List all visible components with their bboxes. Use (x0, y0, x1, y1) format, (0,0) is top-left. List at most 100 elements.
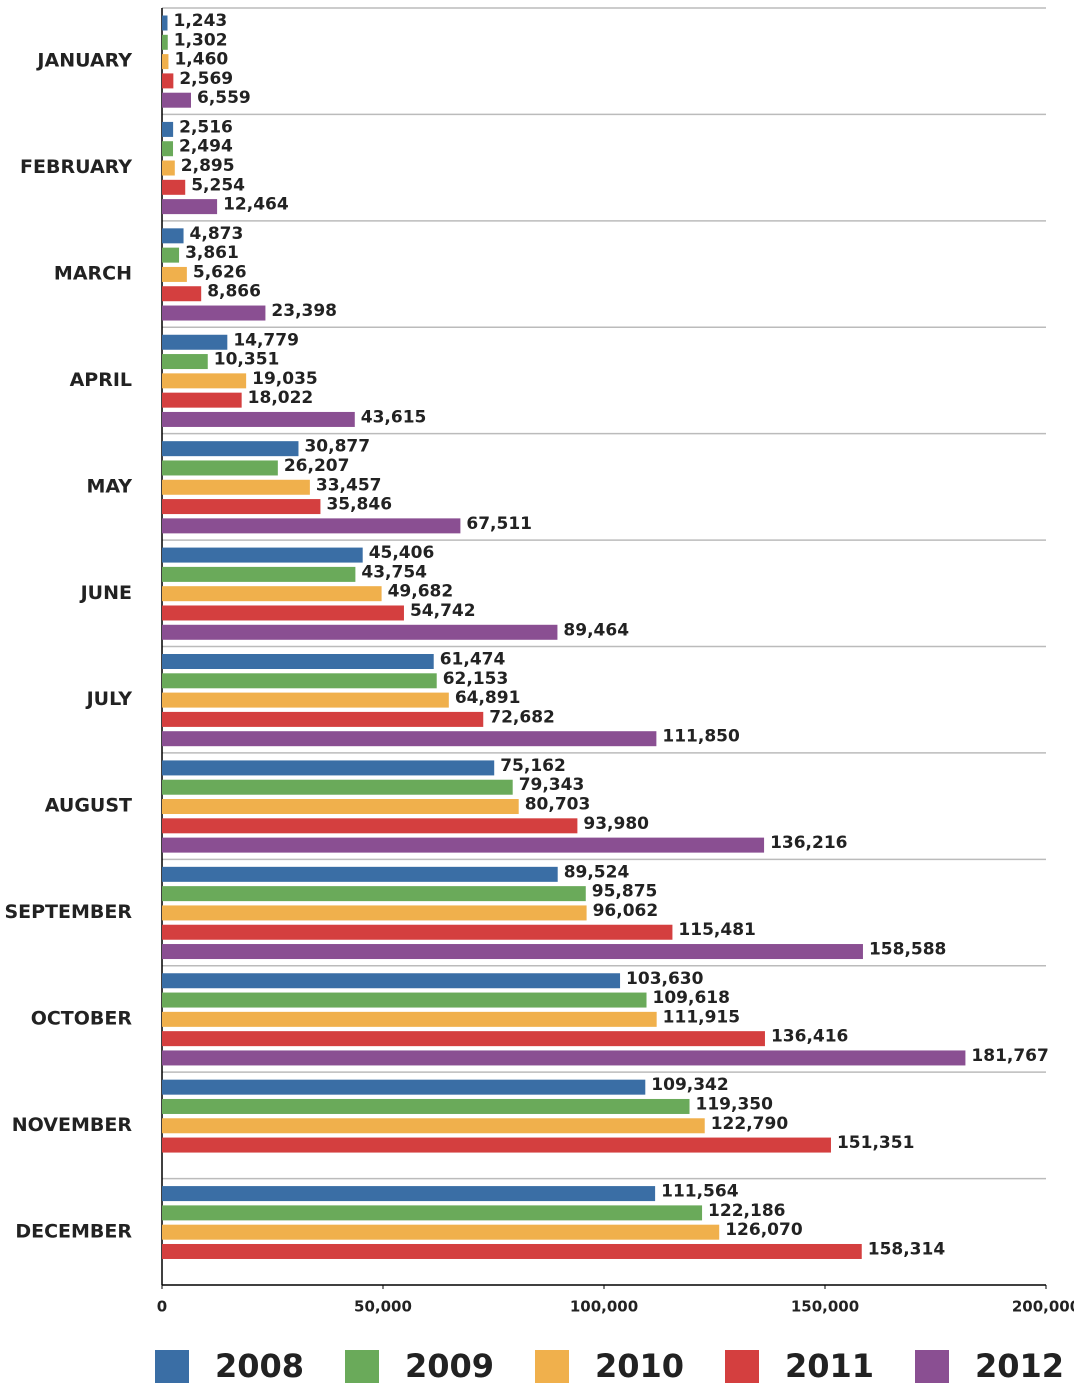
value-label: 64,891 (455, 688, 521, 708)
value-label: 45,406 (369, 543, 435, 563)
value-label: 181,767 (971, 1046, 1048, 1066)
category-label: MARCH (54, 263, 132, 285)
bar (162, 499, 321, 515)
value-label: 1,460 (174, 50, 228, 70)
value-label: 43,615 (361, 407, 427, 427)
bar (162, 92, 191, 108)
category-label: DECEMBER (15, 1220, 132, 1242)
bar (162, 266, 187, 282)
value-label: 4,873 (190, 224, 244, 244)
bar (162, 1137, 831, 1153)
value-label: 2,895 (181, 156, 235, 176)
value-label: 80,703 (525, 795, 591, 815)
value-label: 103,630 (626, 969, 704, 989)
bar (162, 1118, 705, 1134)
value-label: 111,564 (661, 1182, 739, 1202)
bar (162, 247, 180, 263)
category-label: JULY (85, 688, 133, 710)
x-tick-label: 0 (157, 1298, 167, 1316)
value-label: 5,626 (193, 262, 247, 282)
value-label: 136,216 (770, 833, 847, 853)
value-label: 10,351 (214, 350, 280, 370)
x-tick-label: 200,000 (1012, 1298, 1074, 1316)
value-label: 89,464 (563, 620, 629, 640)
legend-swatch (725, 1350, 759, 1383)
bar (162, 586, 382, 602)
legend-label: 2008 (215, 1347, 304, 1385)
value-label: 93,980 (583, 814, 649, 834)
bar (162, 179, 186, 195)
value-label: 109,342 (651, 1075, 728, 1095)
value-label: 136,416 (771, 1027, 848, 1047)
value-label: 8,866 (207, 282, 261, 302)
value-label: 3,861 (185, 243, 239, 263)
bar (162, 411, 355, 427)
category-label: JUNE (79, 582, 132, 604)
bar (162, 373, 247, 389)
category-label: SEPTEMBER (4, 901, 132, 923)
value-label: 30,877 (304, 437, 370, 457)
bar (162, 1186, 656, 1202)
bar (162, 518, 461, 534)
value-label: 54,742 (410, 601, 476, 621)
value-label: 111,850 (662, 727, 740, 747)
value-label: 2,494 (179, 137, 233, 157)
value-label: 1,302 (174, 30, 228, 50)
value-label: 119,350 (696, 1094, 774, 1114)
category-label: NOVEMBER (12, 1114, 133, 1136)
bar (162, 799, 519, 815)
x-tick-label: 50,000 (354, 1298, 412, 1316)
bar (162, 837, 765, 853)
legend-label: 2011 (785, 1347, 874, 1385)
bar (162, 673, 437, 689)
value-label: 6,559 (197, 88, 251, 108)
value-label: 122,790 (711, 1114, 789, 1134)
bar (162, 54, 169, 70)
value-label: 126,070 (725, 1220, 803, 1240)
value-label: 19,035 (252, 369, 318, 389)
bar (162, 731, 657, 747)
x-tick-label: 100,000 (570, 1298, 638, 1316)
value-label: 2,569 (179, 69, 233, 89)
bar (162, 160, 175, 176)
value-label: 115,481 (678, 920, 755, 940)
value-label: 111,915 (663, 1007, 740, 1027)
category-label: FEBRUARY (20, 156, 132, 178)
bar (162, 605, 404, 621)
bar (162, 1079, 646, 1095)
value-label: 33,457 (316, 475, 382, 495)
value-label: 158,314 (868, 1239, 946, 1259)
bar (162, 905, 587, 921)
value-label: 23,398 (271, 301, 337, 321)
bar (162, 1205, 703, 1221)
bar (162, 779, 513, 795)
value-label: 35,846 (326, 495, 392, 515)
bar (162, 460, 278, 476)
bar (162, 886, 586, 902)
bar (162, 924, 673, 940)
bar (162, 73, 174, 89)
bar (162, 973, 621, 989)
value-label: 122,186 (708, 1201, 785, 1221)
bar (162, 818, 578, 834)
bar (162, 305, 266, 321)
bar (162, 1050, 966, 1066)
value-label: 14,779 (233, 330, 299, 350)
bar (162, 199, 218, 215)
value-label: 62,153 (443, 669, 509, 689)
bar (162, 334, 228, 350)
legend-label: 2012 (975, 1347, 1064, 1385)
value-label: 61,474 (440, 650, 506, 670)
value-label: 79,343 (519, 775, 585, 795)
value-label: 26,207 (284, 456, 350, 476)
category-label: AUGUST (45, 795, 132, 817)
bar (162, 654, 434, 669)
bar (162, 354, 208, 370)
value-label: 5,254 (191, 175, 245, 195)
value-label: 72,682 (489, 707, 555, 727)
bar (162, 1011, 657, 1027)
bar (162, 1224, 720, 1240)
value-label: 89,524 (564, 862, 630, 882)
category-label: JANUARY (35, 50, 132, 72)
